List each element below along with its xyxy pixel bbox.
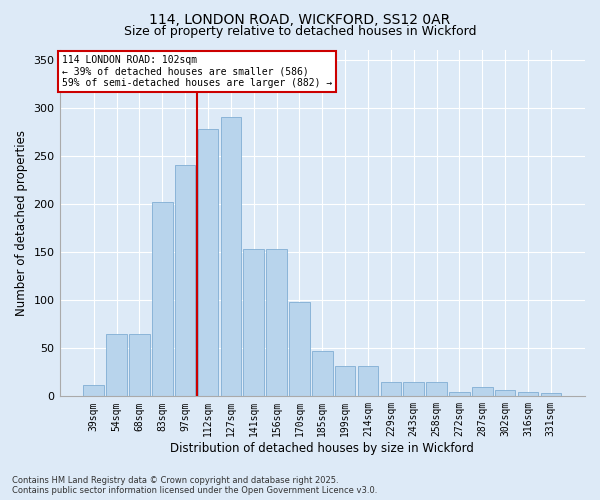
Bar <box>358 366 378 396</box>
Text: Contains HM Land Registry data © Crown copyright and database right 2025.
Contai: Contains HM Land Registry data © Crown c… <box>12 476 377 495</box>
Bar <box>312 351 332 397</box>
Bar <box>426 382 447 396</box>
Bar <box>541 394 561 396</box>
Bar <box>129 334 150 396</box>
Bar <box>83 385 104 396</box>
Bar <box>175 166 196 396</box>
Bar <box>472 386 493 396</box>
Y-axis label: Number of detached properties: Number of detached properties <box>15 130 28 316</box>
Bar <box>518 392 538 396</box>
X-axis label: Distribution of detached houses by size in Wickford: Distribution of detached houses by size … <box>170 442 474 455</box>
Bar <box>266 249 287 396</box>
Bar <box>198 129 218 396</box>
Bar <box>495 390 515 396</box>
Bar <box>106 334 127 396</box>
Bar <box>449 392 470 396</box>
Bar <box>244 249 264 396</box>
Bar <box>221 118 241 396</box>
Text: Size of property relative to detached houses in Wickford: Size of property relative to detached ho… <box>124 25 476 38</box>
Text: 114, LONDON ROAD, WICKFORD, SS12 0AR: 114, LONDON ROAD, WICKFORD, SS12 0AR <box>149 12 451 26</box>
Bar <box>335 366 355 396</box>
Bar <box>403 382 424 396</box>
Bar <box>152 202 173 396</box>
Text: 114 LONDON ROAD: 102sqm
← 39% of detached houses are smaller (586)
59% of semi-d: 114 LONDON ROAD: 102sqm ← 39% of detache… <box>62 55 332 88</box>
Bar <box>289 302 310 396</box>
Bar <box>380 382 401 396</box>
